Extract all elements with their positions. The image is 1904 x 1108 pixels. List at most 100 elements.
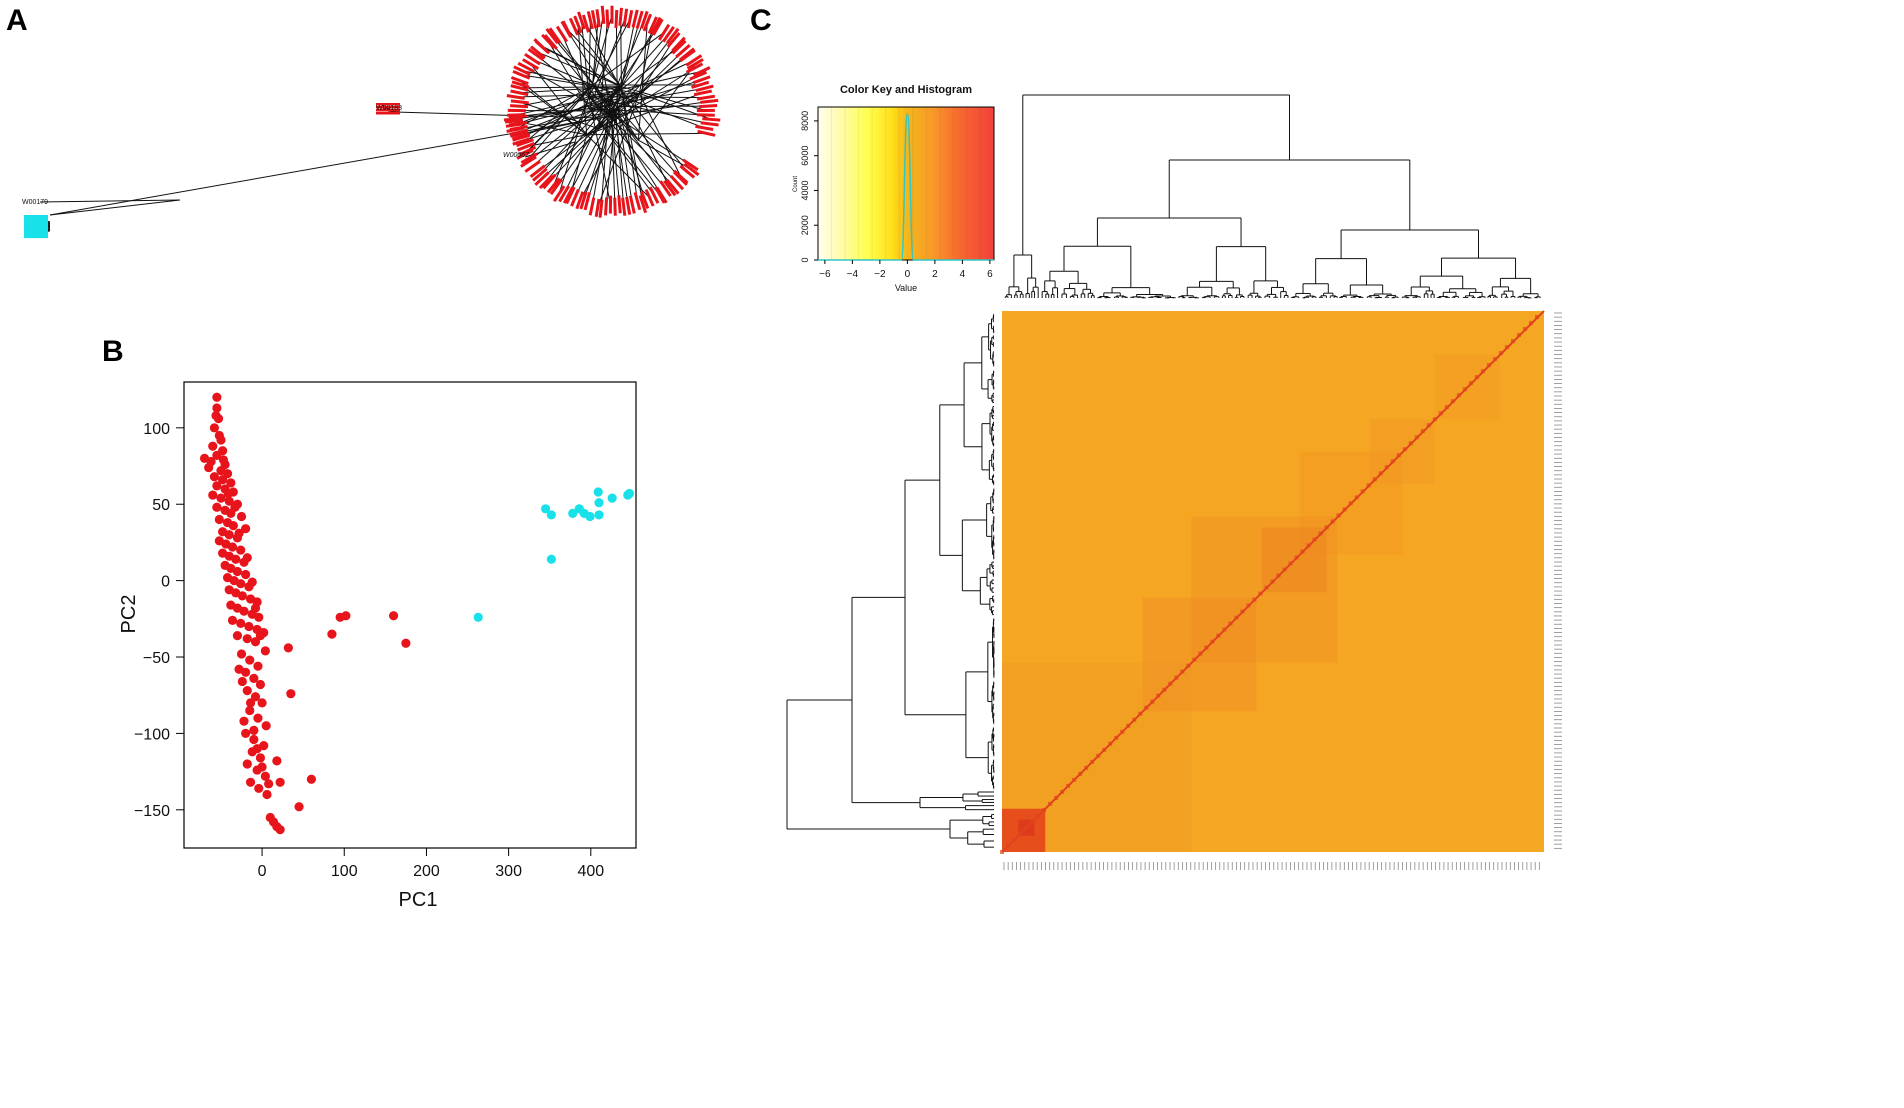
pca-point-red xyxy=(236,511,247,522)
tree-tip-red xyxy=(376,112,400,115)
tree-tip-red xyxy=(628,195,636,214)
tree-branch xyxy=(620,86,638,202)
tree-tip-cyan xyxy=(24,222,48,225)
tree-tip-red xyxy=(691,80,710,89)
tree-tip-cyan xyxy=(24,216,48,220)
pca-point-red xyxy=(286,689,296,699)
key-x-tick-label: −4 xyxy=(847,269,859,280)
tree-tip-red xyxy=(604,197,609,216)
tree-tip-red xyxy=(695,84,714,92)
tree-tip-red xyxy=(509,130,529,138)
tree-tip-red xyxy=(625,196,632,215)
pca-point-cyan xyxy=(624,488,635,499)
tree-label-red-outlier: W00067 xyxy=(503,152,530,159)
tree-tip-red xyxy=(650,16,662,35)
tree-tip-red xyxy=(534,171,550,186)
pca-point-red xyxy=(230,502,240,512)
column-dendrogram xyxy=(1004,94,1541,299)
tree-branch xyxy=(519,86,622,89)
tree-tip-red xyxy=(565,186,576,205)
pca-point-red xyxy=(242,686,252,696)
y-tick-label: −50 xyxy=(143,650,170,667)
tree-tip-cyan xyxy=(24,215,48,218)
pca-point-red xyxy=(242,759,252,769)
color-key-histogram xyxy=(818,113,994,261)
pca-point-red xyxy=(388,611,399,621)
heatmap-matrix xyxy=(1000,310,1545,854)
tree-tip-red xyxy=(376,106,400,109)
pca-point-red xyxy=(245,698,256,708)
pca-point-red xyxy=(224,530,234,540)
tree-branch xyxy=(586,111,613,136)
tree-tip-red xyxy=(662,26,675,43)
tree-tip-red xyxy=(522,58,540,70)
row-dendrogram xyxy=(786,313,995,848)
pca-point-red xyxy=(204,462,214,473)
tree-branch xyxy=(608,111,691,166)
tree-branch xyxy=(549,128,600,182)
pca-point-red xyxy=(218,475,228,485)
tree-tip-cyan xyxy=(24,230,48,233)
pca-point-red xyxy=(245,777,256,787)
pca-point-red xyxy=(252,744,262,754)
tree-tip-red xyxy=(524,159,541,173)
tree-tip-red xyxy=(561,20,573,38)
pca-point-cyan xyxy=(473,612,483,622)
pca-point-red xyxy=(255,753,266,763)
tree-tip-red xyxy=(570,188,580,207)
tree-branch xyxy=(589,108,613,113)
key-y-tick-label: 6000 xyxy=(800,146,810,166)
color-key: Color Key and Histogram −6 −4 −2 0 2 4 6 0 2000… xyxy=(793,84,995,293)
tree-tip-red xyxy=(527,48,545,62)
tree-tip-red xyxy=(679,164,696,179)
pca-point-red xyxy=(249,725,259,735)
pca-point-cyan xyxy=(541,504,551,514)
tree-tip-red xyxy=(622,8,629,27)
pca-point-red xyxy=(237,591,247,601)
x-tick-label: 300 xyxy=(495,863,522,880)
tree-tip-red xyxy=(669,174,685,191)
pca-point-red xyxy=(209,423,220,433)
pca-point-red xyxy=(234,664,244,674)
pca-point-red xyxy=(294,802,304,812)
tree-tip-red xyxy=(658,23,671,41)
key-y-tick-label: 0 xyxy=(800,257,810,262)
tree-branch xyxy=(521,70,593,86)
panel-label-a: A xyxy=(6,4,28,37)
tree-tip-red xyxy=(696,113,715,117)
tree-branch xyxy=(637,22,648,141)
tree-tip-red xyxy=(696,108,715,113)
pca-point-red xyxy=(247,577,257,587)
tree-tip-red xyxy=(582,14,590,33)
tree-tip-red xyxy=(639,10,649,29)
tree-tip-red xyxy=(513,65,531,76)
tree-branch xyxy=(519,80,588,136)
pca-point-red xyxy=(212,450,222,460)
x-tick-label: 400 xyxy=(577,863,604,880)
pca-point-red xyxy=(209,472,220,482)
tree-tip-red xyxy=(679,49,696,63)
pca-point-red xyxy=(232,566,243,577)
pca-point-red xyxy=(236,579,246,589)
pca-point-red xyxy=(254,783,264,794)
tree-branch xyxy=(537,51,622,88)
key-x-tick-label: 0 xyxy=(905,269,911,280)
tree-tip-red xyxy=(588,197,596,216)
tree-tip-red xyxy=(376,103,400,106)
tree-tip-red xyxy=(532,167,548,182)
tree-tip-cyan xyxy=(24,234,48,237)
tree-tip-red xyxy=(558,185,570,203)
pca-x-label: PC1 xyxy=(399,889,438,911)
pca-point-red xyxy=(236,618,246,629)
color-key-x-axis: −6 −4 −2 0 2 4 6 xyxy=(819,260,993,280)
pca-point-red xyxy=(257,762,267,772)
pca-point-red xyxy=(262,789,272,800)
tree-tip-red xyxy=(605,9,610,28)
tree-branch xyxy=(611,35,674,116)
tree-tip-red xyxy=(635,10,644,29)
tree-branch xyxy=(563,95,613,194)
tree-branch xyxy=(621,86,706,111)
pca-point-red xyxy=(253,713,263,723)
tree-tip-red xyxy=(644,188,655,207)
